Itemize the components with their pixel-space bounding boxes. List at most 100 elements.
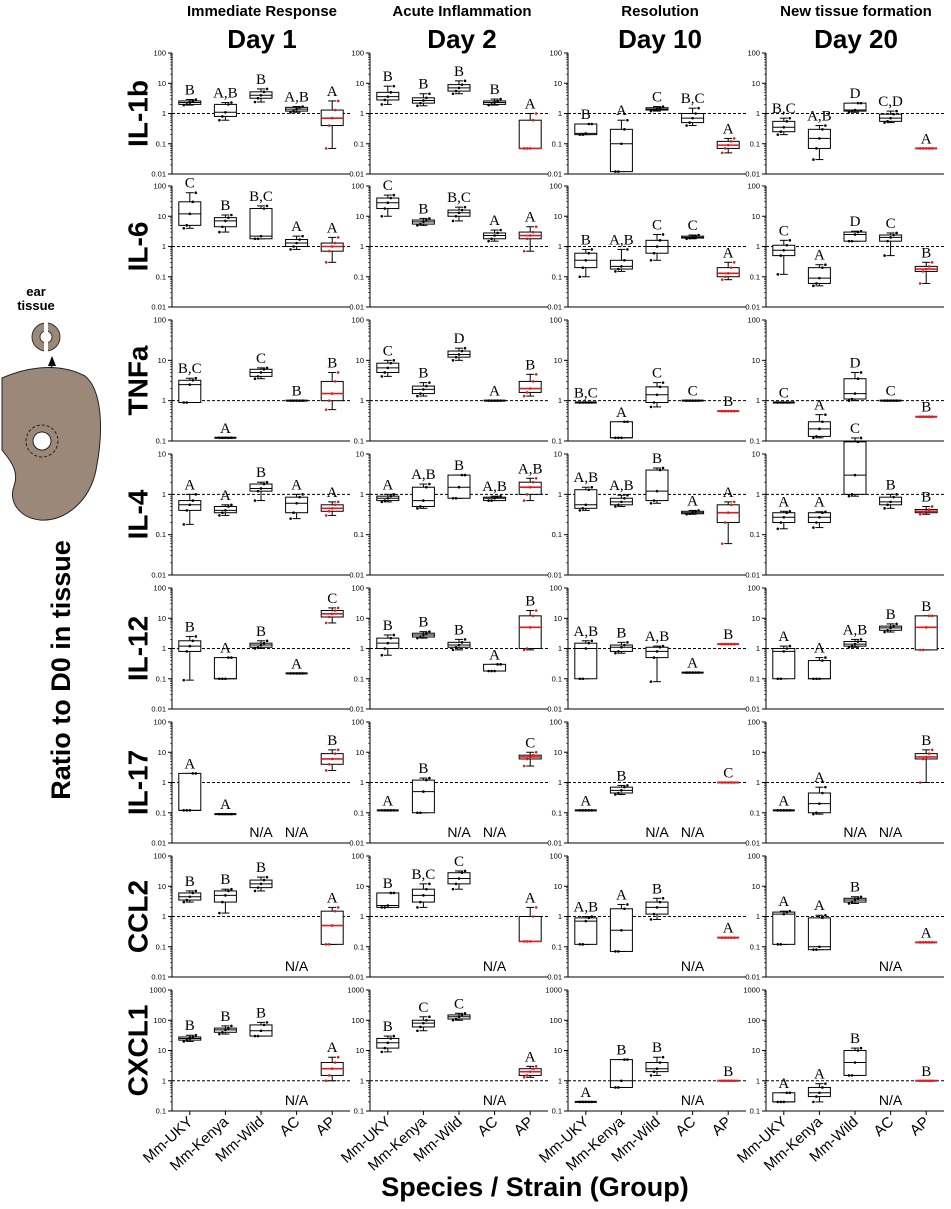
box-plot: B xyxy=(447,64,471,96)
data-point xyxy=(188,503,192,507)
data-point xyxy=(661,466,665,470)
box-iqr xyxy=(518,615,542,650)
box-plot: A xyxy=(518,1049,542,1079)
data-point xyxy=(788,239,792,242)
box-plot: A xyxy=(807,248,831,288)
significance-letter: A xyxy=(220,641,231,657)
data-point xyxy=(525,1074,529,1077)
data-point xyxy=(256,375,260,378)
data-point xyxy=(185,509,189,512)
data-point xyxy=(883,399,886,402)
data-point xyxy=(531,230,535,234)
data-point xyxy=(292,399,295,402)
significance-letter: D xyxy=(850,86,861,102)
data-point xyxy=(428,217,431,220)
data-point xyxy=(587,122,591,126)
data-point xyxy=(859,436,863,440)
column-phase-label: New tissue formation xyxy=(780,3,932,20)
data-point xyxy=(924,941,928,944)
data-point xyxy=(729,140,733,143)
y-tick-label: 10 xyxy=(356,450,364,459)
data-point xyxy=(821,128,824,131)
box-plot: A,B xyxy=(574,470,598,512)
box-plot: B xyxy=(914,599,938,652)
cytokine-row: TNFa1001010.1B,CACBB1001010.1CBDAB100101… xyxy=(122,316,944,446)
y-tick-label: 0.1 xyxy=(354,942,364,951)
data-point xyxy=(726,272,730,275)
data-point xyxy=(850,644,854,648)
data-point xyxy=(788,1091,792,1095)
data-point xyxy=(723,521,727,524)
data-point xyxy=(850,493,854,496)
data-point xyxy=(853,233,857,236)
data-point xyxy=(262,482,266,486)
data-point xyxy=(230,656,233,659)
panel: 100 10 1 0.1 B,C A C B B xyxy=(153,316,350,446)
data-point xyxy=(824,656,827,659)
significance-letter: C xyxy=(723,766,733,782)
box-plot: B xyxy=(320,355,344,411)
data-point xyxy=(590,1100,594,1104)
significance-letter: B xyxy=(383,69,393,85)
data-point xyxy=(428,482,431,486)
data-point xyxy=(587,488,591,492)
box-iqr xyxy=(807,917,831,951)
data-point xyxy=(525,391,529,394)
data-point xyxy=(522,394,526,398)
data-point xyxy=(617,1086,620,1089)
significance-letter: A xyxy=(723,485,734,501)
box-plot: A xyxy=(716,121,740,155)
box-plot: B xyxy=(717,627,740,646)
data-point xyxy=(218,812,221,816)
y-tick-label: 1 xyxy=(162,1076,166,1085)
data-point xyxy=(889,500,892,504)
data-point xyxy=(327,124,331,127)
box-plot: B xyxy=(411,201,435,227)
box-plot: A,B xyxy=(482,479,507,502)
data-point xyxy=(649,109,653,113)
data-point xyxy=(191,99,195,103)
data-point xyxy=(623,643,626,647)
y-tick-label: 1 xyxy=(756,396,760,405)
y-tick-label: 0.1 xyxy=(552,942,562,951)
data-point xyxy=(776,133,780,136)
y-tick-label: 0.1 xyxy=(750,530,760,539)
y-tick-label: 0.1 xyxy=(156,808,166,817)
data-point xyxy=(265,875,269,879)
data-point xyxy=(590,122,594,126)
not-available-label: N/A xyxy=(681,1092,705,1108)
significance-letter: B xyxy=(616,1043,626,1059)
data-point xyxy=(289,517,292,520)
data-point xyxy=(425,218,428,222)
significance-letter: B xyxy=(921,245,931,261)
data-point xyxy=(779,677,783,681)
data-point xyxy=(256,96,260,100)
box-plot: C xyxy=(843,421,867,498)
data-point xyxy=(815,435,818,438)
x-tick-label: AC xyxy=(672,1113,699,1140)
panel: 10 1 0.1 0.01 A A B A A xyxy=(151,450,350,580)
box-plot: A xyxy=(285,656,308,675)
data-point xyxy=(895,493,898,496)
box-iqr xyxy=(772,648,796,680)
y-tick-label: 1 xyxy=(360,242,364,251)
data-point xyxy=(812,812,815,816)
y-tick-label: 10 xyxy=(554,356,562,365)
data-point xyxy=(194,889,198,893)
data-point xyxy=(652,108,656,112)
data-point xyxy=(578,677,582,681)
data-point xyxy=(685,671,688,674)
data-point xyxy=(230,812,233,816)
data-point xyxy=(487,103,490,107)
data-point xyxy=(460,473,464,477)
box-plot: A xyxy=(807,641,831,681)
data-point xyxy=(496,399,499,402)
significance-letter: A,B xyxy=(807,109,832,125)
data-point xyxy=(697,233,700,237)
data-point xyxy=(685,399,688,402)
data-point xyxy=(182,226,186,230)
significance-letter: A xyxy=(814,770,825,786)
data-point xyxy=(661,896,665,900)
significance-letter: B xyxy=(185,619,195,635)
ear-tissue-inset: ear tissue xyxy=(1,284,102,521)
